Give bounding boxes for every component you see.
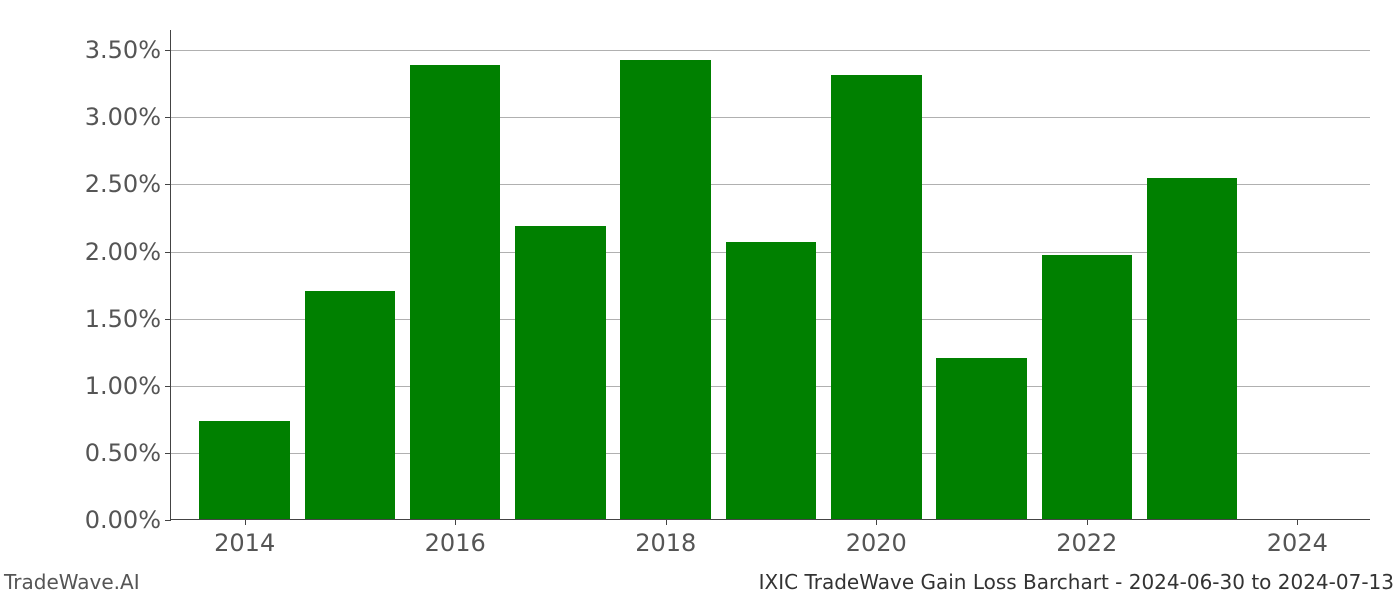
bar [410,65,501,519]
bar [620,60,711,519]
bar [305,291,396,519]
figure: 0.00% 0.50% 1.00% 1.50% 2.00% 2.50% 3.00% 3.50%… [0,0,1400,600]
footer-left-text: TradeWave.AI [4,570,140,594]
y-tick-label: 0.50% [85,439,171,467]
x-tick-label: 2022 [1056,519,1117,557]
bar [199,421,290,519]
y-gridline [171,50,1370,51]
y-tick-label: 2.00% [85,238,171,266]
x-tick-label: 2016 [425,519,486,557]
bar [1147,178,1238,519]
bar [936,358,1027,519]
x-tick-label: 2014 [214,519,275,557]
bar [831,75,922,519]
y-tick-label: 2.50% [85,170,171,198]
y-tick-label: 3.50% [85,36,171,64]
y-tick-label: 0.00% [85,506,171,534]
x-tick-label: 2020 [846,519,907,557]
y-gridline [171,117,1370,118]
y-tick-label: 1.50% [85,305,171,333]
x-tick-label: 2024 [1267,519,1328,557]
bar [1042,255,1133,519]
footer-right-text: IXIC TradeWave Gain Loss Barchart - 2024… [759,570,1394,594]
x-tick-label: 2018 [635,519,696,557]
plot-area: 0.00%0.50%1.00%1.50%2.00%2.50%3.00%3.50%… [170,30,1370,520]
y-tick-label: 1.00% [85,372,171,400]
y-tick-label: 3.00% [85,103,171,131]
bar [515,226,606,519]
bar [726,242,817,519]
